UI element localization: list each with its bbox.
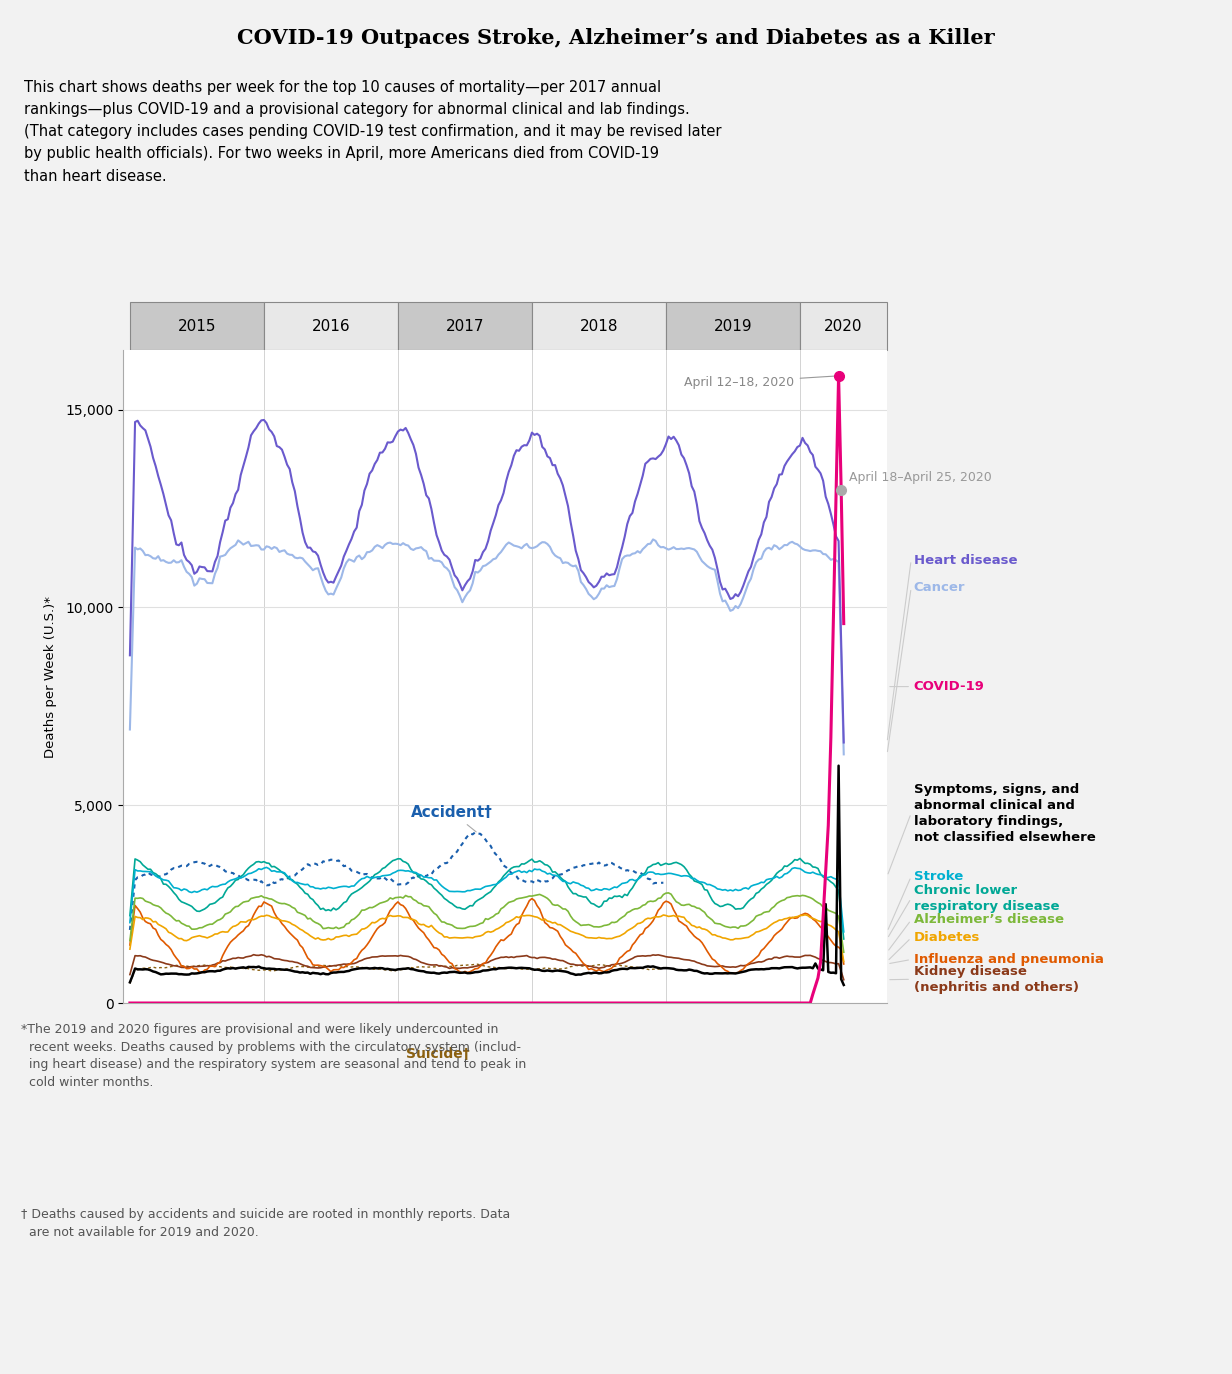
Bar <box>532 302 667 350</box>
Text: 2018: 2018 <box>580 319 618 334</box>
Bar <box>264 302 398 350</box>
Bar <box>667 302 800 350</box>
Text: 2017: 2017 <box>446 319 484 334</box>
Y-axis label: Deaths per Week (U.S.)*: Deaths per Week (U.S.)* <box>44 596 57 757</box>
Text: Diabetes: Diabetes <box>914 932 981 944</box>
Text: April 18–April 25, 2020: April 18–April 25, 2020 <box>849 471 992 484</box>
Text: Heart disease: Heart disease <box>914 554 1018 566</box>
Text: Chronic lower
respiratory disease: Chronic lower respiratory disease <box>914 883 1060 912</box>
Bar <box>398 302 532 350</box>
Bar <box>800 302 887 350</box>
Text: Accident†: Accident† <box>411 805 493 831</box>
Text: Alzheimer’s disease: Alzheimer’s disease <box>914 914 1064 926</box>
Text: † Deaths caused by accidents and suicide are rooted in monthly reports. Data
  a: † Deaths caused by accidents and suicide… <box>21 1208 510 1238</box>
Text: *The 2019 and 2020 figures are provisional and were likely undercounted in
  rec: *The 2019 and 2020 figures are provision… <box>21 1024 526 1088</box>
Text: Stroke: Stroke <box>914 870 963 883</box>
Text: Kidney disease
(nephritis and others): Kidney disease (nephritis and others) <box>914 965 1079 993</box>
Text: 2019: 2019 <box>713 319 753 334</box>
Text: 2020: 2020 <box>824 319 862 334</box>
Text: Symptoms, signs, and
abnormal clinical and
laboratory findings,
not classified e: Symptoms, signs, and abnormal clinical a… <box>914 783 1095 844</box>
Bar <box>129 302 264 350</box>
Text: Influenza and pneumonia: Influenza and pneumonia <box>914 954 1104 966</box>
Text: This chart shows deaths per week for the top 10 causes of mortality—per 2017 ann: This chart shows deaths per week for the… <box>25 80 722 184</box>
Text: COVID-19 Outpaces Stroke, Alzheimer’s and Diabetes as a Killer: COVID-19 Outpaces Stroke, Alzheimer’s an… <box>238 27 994 48</box>
Text: Cancer: Cancer <box>914 581 966 594</box>
Text: COVID-19: COVID-19 <box>914 680 984 692</box>
Text: 2015: 2015 <box>177 319 216 334</box>
Text: 2016: 2016 <box>312 319 350 334</box>
Text: Suicide†: Suicide† <box>407 1047 469 1061</box>
Text: April 12–18, 2020: April 12–18, 2020 <box>685 375 835 389</box>
